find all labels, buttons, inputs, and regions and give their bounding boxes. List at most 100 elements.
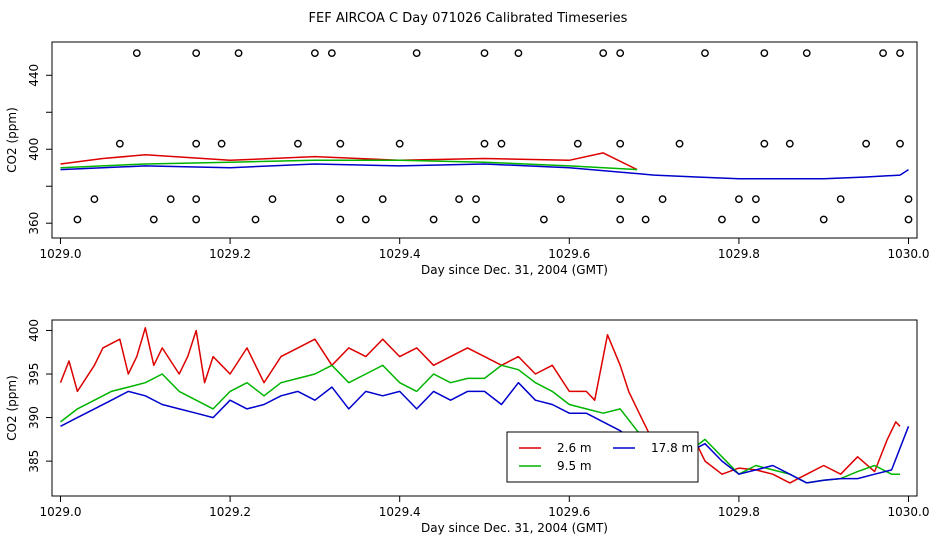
data-point-marker <box>904 195 913 204</box>
data-point-marker <box>616 215 625 224</box>
y-axis-label: CO2 (ppm) <box>5 107 19 173</box>
data-point-marker <box>616 195 625 204</box>
plot-frame <box>51 319 918 497</box>
data-point-marker <box>862 139 871 148</box>
data-point-marker <box>234 49 243 57</box>
data-point-marker <box>336 195 345 204</box>
data-point-marker <box>896 49 904 57</box>
data-point-marker <box>268 195 277 204</box>
data-point-marker <box>395 139 404 148</box>
plot-frame <box>51 41 918 239</box>
series-line-9-5-m <box>60 364 900 484</box>
x-tick-label: 1030.0 <box>888 247 930 261</box>
y-axis-label: CO2 (ppm) <box>5 375 19 441</box>
top-panel: 1029.0 1029.2 1029.4 1029.6 1029.8 1030.0 360 4… <box>5 41 930 277</box>
data-point-marker <box>192 215 201 224</box>
data-point-marker <box>336 139 345 148</box>
x-tick-label: 1029.4 <box>379 505 421 519</box>
legend: 2.6 m 17.8 m 9.5 m <box>506 431 699 483</box>
data-point-marker <box>73 215 82 224</box>
data-point-marker <box>836 195 845 204</box>
data-point-marker <box>718 215 726 224</box>
y-tick-label: 385 <box>27 450 41 473</box>
data-point-marker <box>785 139 794 148</box>
data-point-marker <box>310 49 319 57</box>
data-point-marker <box>751 215 760 224</box>
x-tick-label: 1029.0 <box>39 505 81 519</box>
data-point-marker <box>616 139 625 148</box>
data-point-marker <box>556 195 565 204</box>
y-tick-label: 395 <box>27 363 41 386</box>
data-point-marker <box>192 139 201 148</box>
data-point-marker <box>641 215 650 224</box>
data-point-marker <box>192 195 201 204</box>
data-point-marker <box>802 49 811 57</box>
x-tick-label: 1029.6 <box>548 505 590 519</box>
x-tick-label: 1029.8 <box>718 505 760 519</box>
series-line-17-8-m <box>60 381 910 484</box>
data-point-marker <box>514 49 523 57</box>
data-point-marker <box>497 139 506 148</box>
data-point-marker <box>480 49 489 57</box>
data-point-marker <box>378 195 387 204</box>
data-point-marker <box>539 215 548 224</box>
data-point-marker <box>480 139 489 148</box>
data-point-marker <box>455 195 463 204</box>
data-point-marker <box>760 139 769 148</box>
y-tick-label: 400 <box>27 138 41 161</box>
x-axis-label: Day since Dec. 31, 2004 (GMT) <box>421 263 608 277</box>
legend-box <box>506 431 699 483</box>
legend-label: 2.6 m <box>557 441 592 455</box>
data-point-marker <box>735 195 743 204</box>
data-point-marker <box>751 195 760 204</box>
data-point-marker <box>472 215 480 224</box>
x-tick-label: 1029.2 <box>209 247 251 261</box>
data-point-marker <box>327 49 336 57</box>
data-point-marker <box>412 49 421 57</box>
legend-label: 17.8 m <box>651 441 693 455</box>
x-tick-label: 1029.6 <box>548 247 590 261</box>
data-point-marker <box>429 215 438 224</box>
series-line-2-6-m <box>59 327 901 484</box>
data-point-marker <box>879 49 887 57</box>
data-point-marker <box>658 195 667 204</box>
series-line-s1 <box>60 152 638 171</box>
y-tick-label: 390 <box>27 406 41 429</box>
data-point-marker <box>90 195 99 204</box>
data-point-marker <box>675 139 684 148</box>
data-point-marker <box>217 139 226 148</box>
data-point-marker <box>904 215 913 224</box>
y-tick-label: 400 <box>27 319 41 342</box>
data-point-marker <box>599 49 608 57</box>
data-point-marker <box>294 139 302 148</box>
x-axis-label: Day since Dec. 31, 2004 (GMT) <box>421 521 608 535</box>
series-line-s2 <box>60 159 638 171</box>
series-line-s3 <box>60 163 909 180</box>
x-tick-label: 1029.8 <box>718 247 760 261</box>
y-tick-label: 360 <box>27 212 41 235</box>
x-tick-label: 1029.4 <box>379 247 421 261</box>
x-tick-label: 1030.0 <box>888 505 930 519</box>
data-point-marker <box>701 49 709 57</box>
data-point-marker <box>573 139 582 148</box>
data-point-marker <box>115 139 124 148</box>
data-point-marker <box>896 139 904 148</box>
x-tick-label: 1029.0 <box>39 247 81 261</box>
data-point-marker <box>361 215 370 224</box>
data-point-marker <box>819 215 828 224</box>
data-point-marker <box>192 49 201 57</box>
figure-title: FEF AIRCOA C Day 071026 Calibrated Times… <box>309 11 628 26</box>
data-point-marker <box>166 195 175 204</box>
legend-label: 9.5 m <box>557 459 592 473</box>
data-point-marker <box>616 49 625 57</box>
bottom-panel: 1029.0 1029.2 1029.4 1029.6 1029.8 1030.0 385 3… <box>5 319 930 535</box>
x-tick-label: 1029.2 <box>209 505 251 519</box>
data-point-marker <box>760 49 769 57</box>
data-point-marker <box>132 49 141 57</box>
data-point-marker <box>336 215 345 224</box>
data-point-marker <box>472 195 480 204</box>
data-point-marker <box>149 215 158 224</box>
y-tick-label: 440 <box>27 64 41 87</box>
data-point-marker <box>251 215 260 224</box>
